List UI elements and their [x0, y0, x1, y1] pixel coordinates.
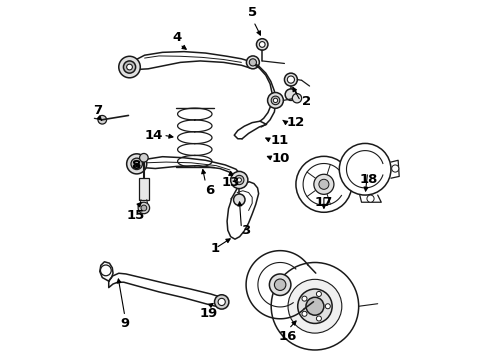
- Circle shape: [302, 311, 307, 316]
- Circle shape: [288, 279, 342, 333]
- Circle shape: [98, 116, 107, 124]
- Text: 9: 9: [121, 317, 129, 330]
- Text: 1: 1: [211, 242, 220, 255]
- Circle shape: [215, 295, 229, 309]
- Circle shape: [285, 73, 297, 86]
- Circle shape: [273, 98, 278, 103]
- Circle shape: [119, 56, 140, 78]
- Circle shape: [134, 161, 139, 166]
- Circle shape: [271, 262, 359, 350]
- Text: 15: 15: [126, 209, 145, 222]
- Circle shape: [259, 41, 265, 47]
- Circle shape: [231, 171, 248, 189]
- Circle shape: [126, 154, 147, 174]
- Text: 11: 11: [270, 134, 288, 147]
- Circle shape: [218, 298, 225, 306]
- Text: 19: 19: [200, 307, 218, 320]
- Text: 5: 5: [247, 6, 257, 19]
- Circle shape: [249, 59, 256, 66]
- Circle shape: [306, 297, 324, 315]
- Circle shape: [302, 296, 307, 301]
- Circle shape: [138, 202, 149, 214]
- Circle shape: [392, 165, 399, 172]
- Circle shape: [123, 61, 136, 73]
- Circle shape: [126, 64, 132, 70]
- Circle shape: [100, 265, 111, 276]
- Text: 2: 2: [302, 95, 312, 108]
- Text: 10: 10: [272, 152, 290, 165]
- Circle shape: [325, 304, 330, 309]
- Text: 12: 12: [286, 116, 304, 129]
- Text: 13: 13: [221, 176, 240, 189]
- Circle shape: [256, 39, 268, 50]
- Circle shape: [237, 178, 242, 182]
- Circle shape: [314, 174, 334, 194]
- Circle shape: [141, 205, 147, 211]
- Circle shape: [140, 153, 148, 162]
- Circle shape: [274, 279, 286, 291]
- Circle shape: [131, 158, 143, 170]
- Text: 18: 18: [360, 173, 378, 186]
- Circle shape: [293, 94, 302, 103]
- Text: 6: 6: [205, 184, 215, 197]
- Circle shape: [317, 292, 321, 297]
- Circle shape: [367, 195, 374, 202]
- Circle shape: [317, 316, 321, 321]
- Text: 4: 4: [172, 31, 181, 44]
- Circle shape: [246, 56, 259, 69]
- Circle shape: [285, 89, 296, 100]
- FancyBboxPatch shape: [139, 178, 148, 200]
- Circle shape: [268, 93, 283, 108]
- Text: 8: 8: [131, 159, 140, 172]
- Circle shape: [339, 143, 391, 195]
- Circle shape: [296, 156, 352, 212]
- Circle shape: [234, 194, 245, 206]
- Circle shape: [287, 76, 294, 83]
- Circle shape: [270, 274, 291, 296]
- Text: 3: 3: [242, 224, 251, 237]
- Circle shape: [271, 96, 280, 105]
- Text: 7: 7: [94, 104, 102, 117]
- Text: 17: 17: [315, 196, 333, 209]
- Text: 14: 14: [144, 129, 163, 142]
- Circle shape: [298, 289, 332, 323]
- Circle shape: [319, 179, 329, 189]
- Text: 16: 16: [279, 330, 297, 343]
- Circle shape: [235, 175, 244, 185]
